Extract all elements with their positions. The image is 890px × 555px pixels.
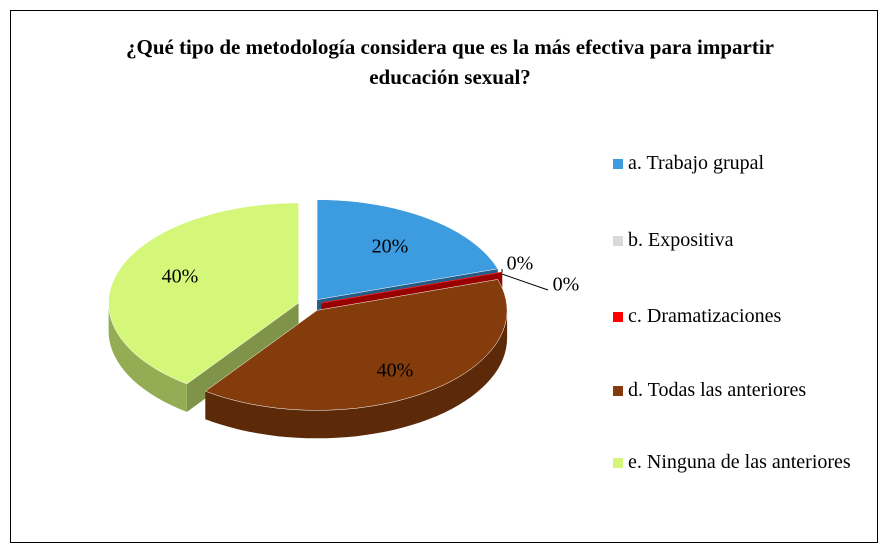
legend-label: a. Trabajo grupal [628, 152, 765, 174]
slice [321, 271, 503, 304]
legend-label: e. Ninguna de las anteriores [628, 451, 851, 473]
legend-label: b. Expositiva [628, 229, 734, 251]
slice [108, 202, 299, 385]
legend-label: c. Dramatizaciones [628, 305, 782, 327]
legend-label: d. Todas las anteriores [628, 379, 807, 401]
slice-tops [108, 199, 508, 411]
chart-frame [10, 10, 878, 543]
legend-swatch [613, 159, 623, 169]
data-label: 20% [372, 236, 409, 258]
data-label: 0% [507, 253, 534, 275]
slice [204, 279, 508, 411]
slice-side [205, 310, 508, 439]
data-label: 40% [162, 266, 199, 288]
legend-swatch [613, 312, 623, 322]
slice-side [108, 303, 187, 412]
slice [316, 199, 499, 300]
data-label: 0% [553, 274, 580, 296]
data-label: 40% [377, 360, 414, 382]
legend-swatch [613, 386, 623, 396]
leader-line [501, 273, 549, 291]
chart-title: ¿Qué tipo de metodología considera que e… [125, 35, 774, 89]
legend-swatch [613, 236, 623, 246]
legend-swatch [613, 458, 623, 468]
